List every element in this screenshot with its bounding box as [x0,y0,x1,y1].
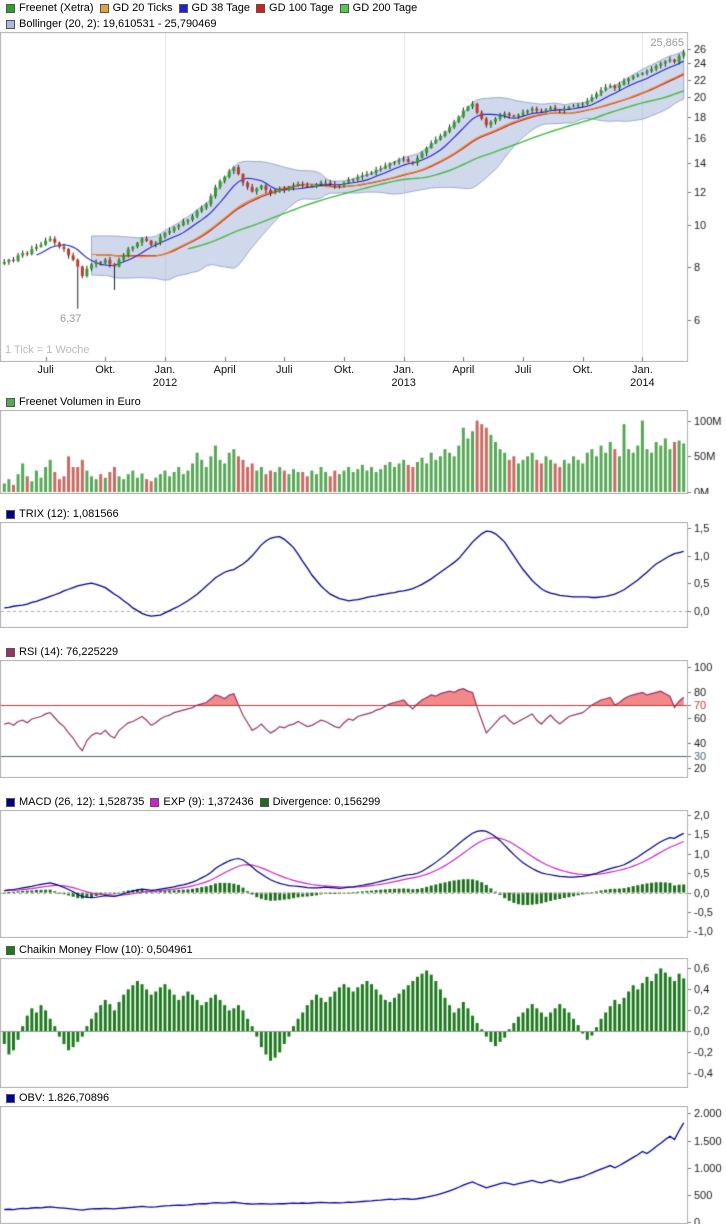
legend-item-divergence: Divergence: 0,156299 [254,796,381,808]
time-tick: Okt. [95,364,116,376]
legend-item-chaikin: Chaikin Money Flow (10): 0,504961 [0,944,193,956]
gd200-swatch [339,3,349,13]
macd-swatch [6,797,15,807]
price-legend-row: Freenet (Xetra) GD 20 Ticks GD 38 Tage G… [0,0,726,16]
legend-item-rsi: RSI (14): 76,225229 [0,646,118,658]
bollinger-swatch [6,19,15,29]
time-tick: Jan. 2014 [630,364,655,389]
gd20-swatch [99,3,109,13]
legend-item-gd20: GD 20 Ticks [94,2,173,14]
chaikin-legend-row: Chaikin Money Flow (10): 0,504961 [0,942,726,958]
obv-canvas [0,1106,726,1224]
bollinger-legend-row: Bollinger (20, 2): 19,610531 - 25,790469 [0,16,726,32]
gd38-label: GD 38 Tage [191,2,251,14]
gd20-label: GD 20 Ticks [112,2,173,14]
rsi-legend-row: RSI (14): 76,225229 [0,644,726,660]
macd-legend-row: MACD (26, 12): 1,528735 EXP (9): 1,37243… [0,794,726,810]
volume-label: Freenet Volumen in Euro [19,396,141,408]
legend-item-gd38: GD 38 Tage [173,2,251,14]
time-tick: Okt. [572,364,593,376]
time-axis: Juli Okt. Jan. 2012 April Juli Okt. Jan. 2013 Apr… [0,362,726,392]
time-tick: Jan. 2012 [152,364,178,389]
chaikin-canvas [0,958,726,1088]
macd-canvas [0,810,726,938]
rsi-canvas [0,660,726,778]
time-tick: Juli [514,364,532,376]
divergence-label: Divergence: 0,156299 [272,796,381,808]
price-chart: 25,865 6,37 1 Tick = 1 Woche [0,32,726,362]
rsi-swatch [6,647,15,657]
legend-item-obv: OBV: 1.826,70896 [0,1092,109,1104]
legend-item-trix: TRIX (12): 1,081566 [0,508,119,520]
trix-label: TRIX (12): 1,081566 [19,508,119,520]
obv-legend-row: OBV: 1.826,70896 [0,1090,726,1106]
gd38-swatch [178,3,188,13]
macd-label: MACD (26, 12): 1,528735 [19,796,145,808]
volume-swatch [6,397,15,407]
volume-canvas [0,410,726,494]
legend-item-macd: MACD (26, 12): 1,528735 [0,796,144,808]
divergence-swatch [259,797,269,807]
volume-legend-row: Freenet Volumen in Euro [0,394,726,410]
time-tick: Juli [37,364,54,376]
gd200-label: GD 200 Tage [352,2,418,14]
time-tick: Juli [276,364,293,376]
rsi-label: RSI (14): 76,225229 [19,646,119,658]
legend-item-gd200: GD 200 Tage [334,2,418,14]
legend-item-freenet: Freenet (Xetra) [0,2,94,14]
gd100-label: GD 100 Tage [269,2,334,14]
legend-item-bollinger: Bollinger (20, 2): 19,610531 - 25,790469 [0,18,217,30]
freenet-label: Freenet (Xetra) [19,2,94,14]
chaikin-label: Chaikin Money Flow (10): 0,504961 [19,944,193,956]
time-tick: April [452,364,475,376]
price-canvas [0,32,726,362]
exp-swatch [150,797,160,807]
time-tick: Okt. [333,364,355,376]
chaikin-swatch [6,945,15,955]
trix-legend-row: TRIX (12): 1,081566 [0,506,726,522]
obv-swatch [6,1093,15,1103]
trix-canvas [0,522,726,628]
legend-item-exp: EXP (9): 1,372436 [144,796,254,808]
bollinger-label: Bollinger (20, 2): 19,610531 - 25,790469 [19,18,217,30]
legend-item-volume: Freenet Volumen in Euro [0,396,141,408]
time-tick: Jan. 2013 [391,364,416,389]
trix-swatch [6,509,15,519]
legend-item-gd100: GD 100 Tage [250,2,334,14]
gd100-swatch [256,3,266,13]
exp-label: EXP (9): 1,372436 [163,796,254,808]
obv-label: OBV: 1.826,70896 [19,1092,110,1104]
freenet-swatch [6,3,15,13]
time-tick: April [213,364,236,376]
